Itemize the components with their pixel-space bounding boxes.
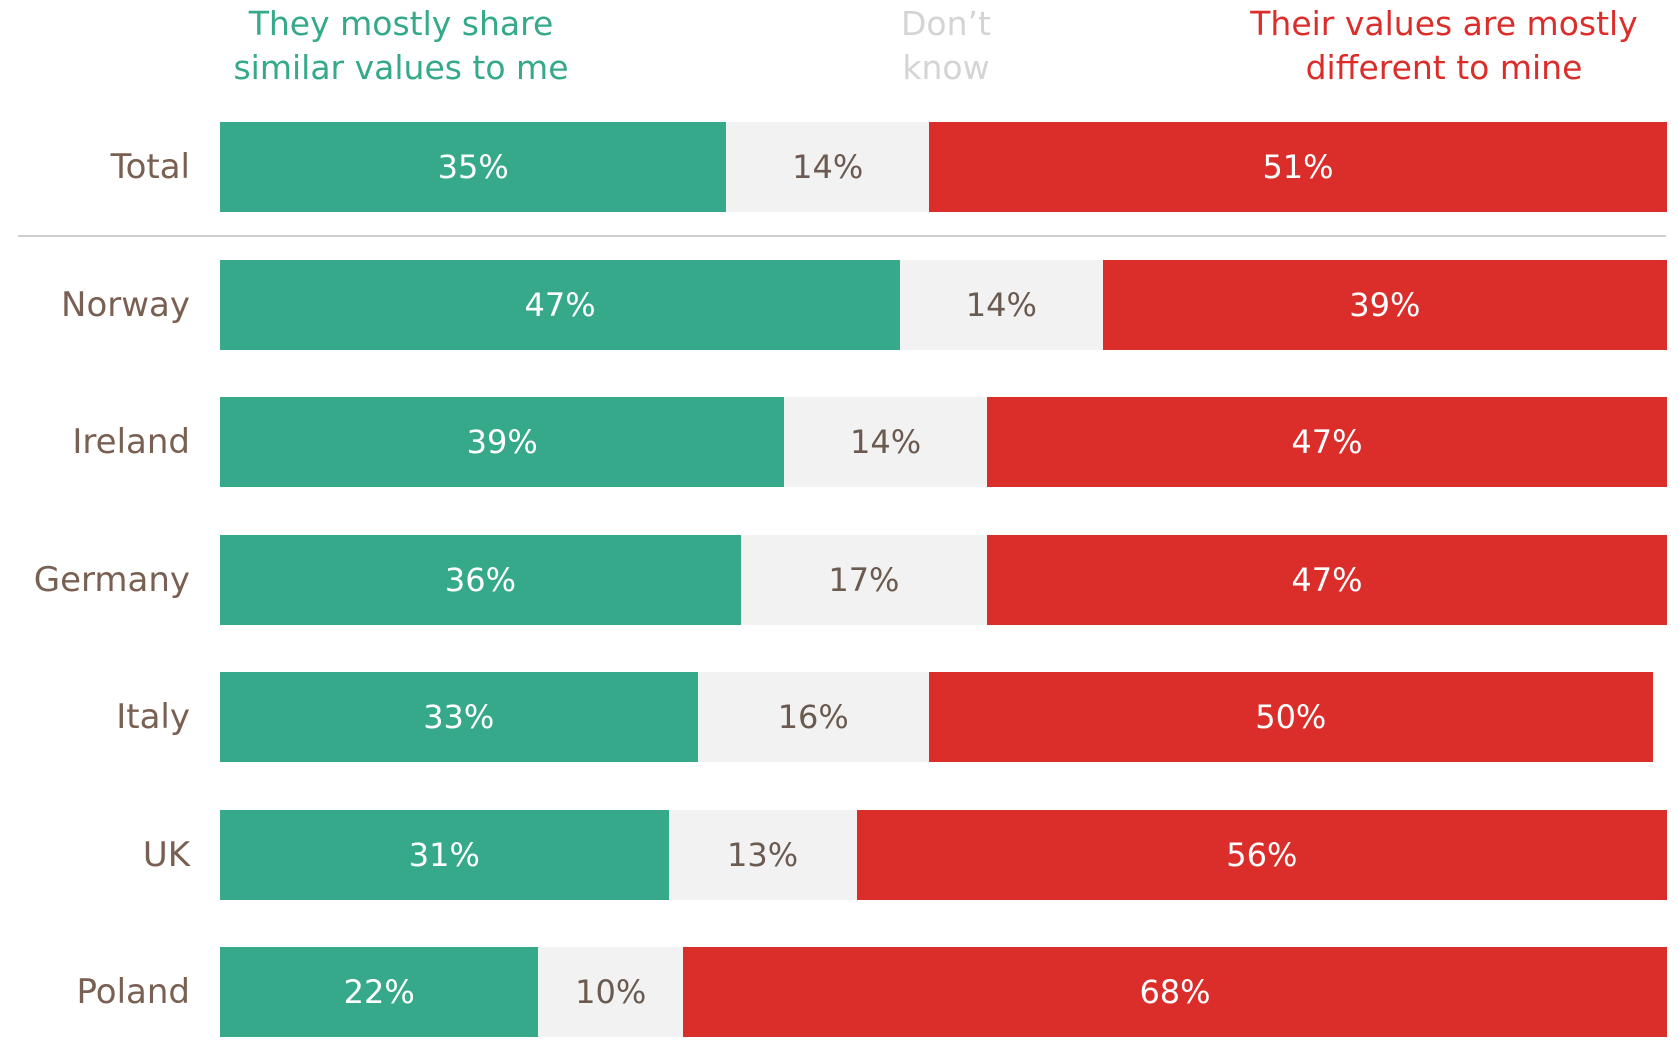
value-label: 51% (1262, 148, 1334, 186)
bar-segment: 68% (683, 947, 1667, 1037)
bar-segment: 39% (1102, 259, 1667, 350)
bar-segment: 56% (856, 809, 1667, 900)
legend-label: They mostly share similar values to me (233, 4, 569, 87)
category-label: Total (110, 147, 190, 187)
value-label: 47% (1291, 423, 1363, 461)
bar-segment: 51% (929, 122, 1667, 212)
bar-segment: 36% (220, 534, 741, 625)
bar-segment: 47% (220, 259, 901, 350)
value-label: 56% (1226, 835, 1298, 874)
bar-segment: 14% (784, 397, 987, 487)
bar-segment: 13% (668, 809, 857, 900)
value-label: 13% (727, 835, 799, 874)
bar-segment: 31% (220, 809, 669, 900)
value-label: 35% (437, 148, 509, 186)
legend-label: Their values are mostly different to min… (1250, 4, 1638, 87)
category-label: Poland (76, 972, 190, 1012)
category-label: UK (142, 834, 190, 875)
bar-segment: 17% (740, 534, 987, 625)
bar-segment: 22% (220, 947, 539, 1037)
bar-segment: 10% (538, 947, 684, 1037)
value-label: 31% (408, 835, 480, 874)
value-label: 50% (1255, 698, 1327, 736)
value-label: 16% (777, 698, 849, 736)
value-label: 39% (1349, 285, 1421, 324)
category-label: Ireland (72, 422, 190, 462)
value-label: 47% (524, 285, 596, 324)
value-label: 14% (965, 285, 1037, 324)
legend-label: Don’t know (901, 4, 991, 87)
bar-segment: 50% (929, 672, 1653, 762)
value-label: 22% (343, 973, 415, 1011)
category-label: Italy (116, 697, 190, 737)
bar-segment: 47% (986, 397, 1667, 487)
value-label: 39% (466, 423, 538, 461)
value-label: 17% (828, 560, 900, 599)
category-label: Norway (61, 284, 190, 325)
bar-segment: 33% (220, 672, 698, 762)
value-label: 33% (423, 698, 495, 736)
bar-segment: 47% (986, 534, 1667, 625)
bar-segment: 14% (900, 259, 1103, 350)
separator (18, 235, 1666, 237)
category-label: Germany (33, 559, 190, 600)
bar-segment: 14% (726, 122, 930, 212)
value-label: 47% (1291, 560, 1363, 599)
bar-segment: 39% (220, 397, 785, 487)
value-label: 10% (575, 973, 647, 1011)
value-label: 36% (444, 560, 517, 599)
bar-segment: 35% (220, 122, 727, 212)
value-label: 68% (1139, 973, 1211, 1011)
value-label: 14% (792, 148, 864, 186)
bar-segment: 16% (697, 672, 930, 762)
value-label: 14% (850, 423, 922, 461)
